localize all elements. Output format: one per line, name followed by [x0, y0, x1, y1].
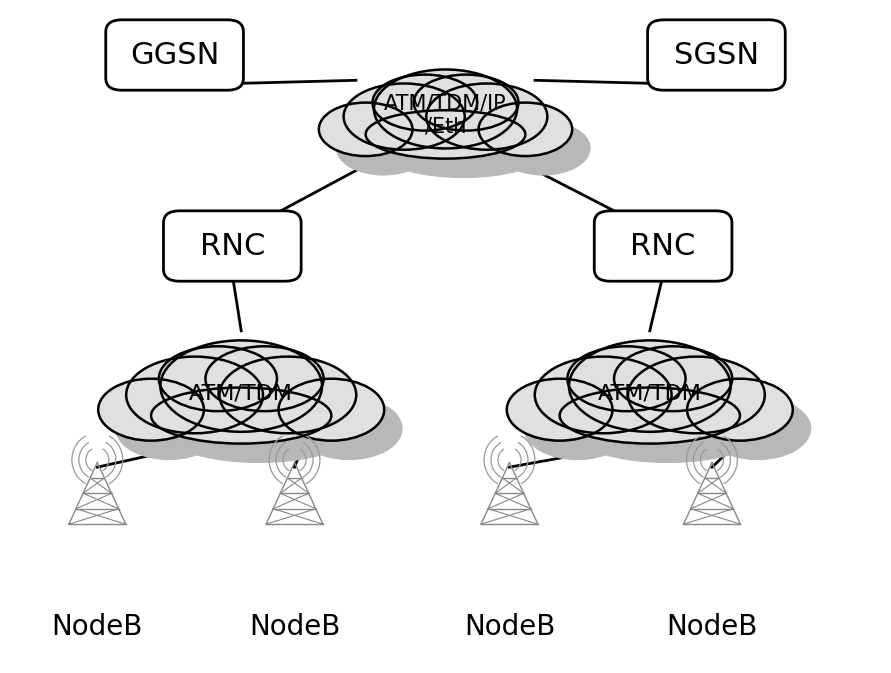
Ellipse shape: [151, 388, 331, 444]
Ellipse shape: [431, 94, 536, 149]
Ellipse shape: [585, 365, 703, 430]
Text: NodeB: NodeB: [463, 614, 555, 641]
Ellipse shape: [383, 129, 544, 178]
Ellipse shape: [372, 75, 478, 131]
Ellipse shape: [525, 398, 630, 460]
FancyBboxPatch shape: [648, 20, 785, 90]
Ellipse shape: [577, 406, 757, 462]
Ellipse shape: [168, 406, 349, 462]
Ellipse shape: [362, 102, 483, 168]
Ellipse shape: [535, 357, 672, 433]
Ellipse shape: [478, 102, 572, 156]
Ellipse shape: [705, 398, 811, 460]
FancyBboxPatch shape: [594, 211, 732, 281]
Text: ATM/TDM: ATM/TDM: [598, 384, 702, 404]
Ellipse shape: [160, 341, 322, 432]
Text: NodeB: NodeB: [666, 614, 757, 641]
Ellipse shape: [560, 388, 740, 444]
Ellipse shape: [144, 376, 281, 452]
Ellipse shape: [496, 121, 590, 175]
Ellipse shape: [206, 347, 323, 411]
Ellipse shape: [687, 379, 793, 441]
Ellipse shape: [176, 365, 295, 430]
Ellipse shape: [628, 357, 764, 433]
FancyBboxPatch shape: [163, 211, 301, 281]
Ellipse shape: [337, 121, 430, 175]
Ellipse shape: [646, 376, 782, 452]
Ellipse shape: [392, 88, 535, 167]
Ellipse shape: [413, 75, 519, 131]
Text: ATM/TDM/IP
/Eth: ATM/TDM/IP /Eth: [384, 94, 507, 137]
Text: RNC: RNC: [631, 232, 696, 260]
Ellipse shape: [344, 83, 465, 149]
Ellipse shape: [319, 102, 413, 156]
Ellipse shape: [116, 398, 222, 460]
Ellipse shape: [279, 379, 384, 441]
Text: SGSN: SGSN: [674, 40, 759, 69]
Ellipse shape: [219, 357, 356, 433]
Ellipse shape: [614, 347, 732, 411]
Ellipse shape: [568, 347, 685, 411]
Ellipse shape: [390, 94, 495, 149]
Ellipse shape: [98, 379, 204, 441]
Ellipse shape: [426, 83, 547, 149]
Ellipse shape: [178, 359, 339, 450]
Ellipse shape: [127, 357, 263, 433]
Ellipse shape: [444, 102, 565, 168]
Text: NodeB: NodeB: [249, 614, 340, 641]
Text: GGSN: GGSN: [130, 40, 219, 69]
Text: RNC: RNC: [200, 232, 265, 260]
Text: ATM/TDM: ATM/TDM: [189, 384, 293, 404]
Ellipse shape: [569, 341, 731, 432]
Ellipse shape: [374, 69, 517, 149]
FancyBboxPatch shape: [106, 20, 243, 90]
Ellipse shape: [632, 365, 750, 430]
Ellipse shape: [237, 376, 374, 452]
Text: NodeB: NodeB: [52, 614, 143, 641]
Ellipse shape: [365, 110, 526, 159]
Ellipse shape: [159, 347, 277, 411]
Ellipse shape: [552, 376, 690, 452]
Ellipse shape: [224, 365, 341, 430]
Ellipse shape: [297, 398, 402, 460]
Ellipse shape: [507, 379, 612, 441]
Ellipse shape: [587, 359, 748, 450]
